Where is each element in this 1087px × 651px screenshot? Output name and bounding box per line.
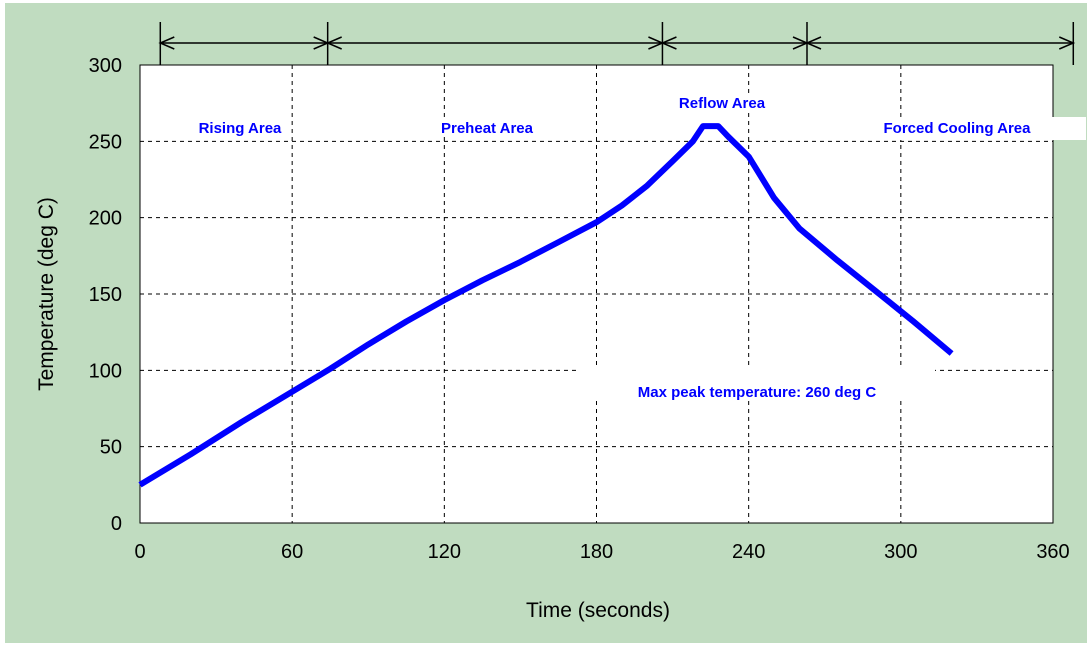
zone-markers [158,22,1076,65]
zone-label-reflow: Reflow Area [679,95,766,112]
axis-ticks: 0 60 120 180 240 300 360 0 50 100 150 200 250 300 [89,55,1070,563]
label-box-reflow [660,96,780,111]
x-axis-title: Time (seconds) [526,599,670,622]
temperature-curve [138,123,954,488]
series-layer [138,123,954,488]
y-tick-label: 50 [100,437,122,459]
y-axis-title: Temperature (deg C) [35,197,58,391]
max-peak-annotation: Max peak temperature: 260 deg C [638,384,877,401]
x-tick-label: 300 [884,541,917,563]
y-tick-label: 200 [89,208,122,230]
y-tick-label: 300 [89,55,122,77]
zone-label-preheat: Preheat Area [441,120,534,137]
y-tick-label: 100 [89,360,122,382]
y-tick-label: 250 [89,131,122,153]
label-box-preheat [430,117,550,133]
zone-label-forced-cooling: Forced Cooling Area [884,120,1032,137]
zone-label-rising: Rising Area [199,120,282,137]
label-box-cooling [830,117,1086,140]
annotation-box [580,367,935,397]
x-tick-label: 120 [428,541,461,563]
x-tick-label: 360 [1036,541,1069,563]
y-tick-label: 0 [111,513,122,535]
x-tick-label: 0 [134,541,145,563]
x-tick-label: 240 [732,541,765,563]
y-tick-label: 150 [89,284,122,306]
x-tick-label: 180 [580,541,613,563]
x-tick-label: 60 [281,541,303,563]
